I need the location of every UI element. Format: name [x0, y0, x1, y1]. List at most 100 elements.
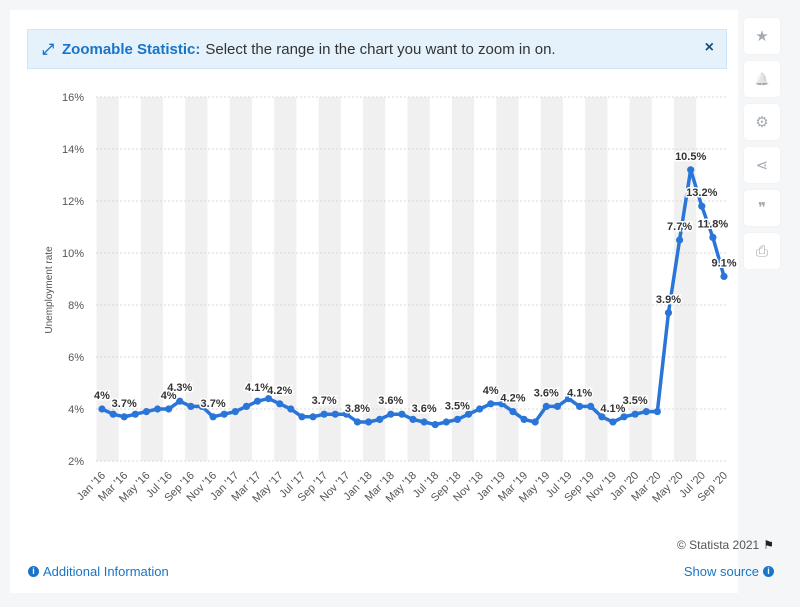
data-point: [420, 418, 428, 426]
y-tick-label: 8%: [68, 300, 84, 312]
show-source-link[interactable]: Show source i: [684, 564, 774, 579]
data-label: 7.7%: [667, 221, 692, 233]
print-button[interactable]: ⎙: [744, 233, 780, 269]
data-point: [320, 410, 328, 418]
data-point: [265, 395, 273, 403]
data-point: [98, 405, 106, 413]
plot-band: [140, 97, 164, 461]
cite-button[interactable]: ❞: [744, 190, 780, 226]
data-label: 9.1%: [711, 257, 736, 269]
y-tick-label: 2%: [68, 456, 84, 468]
data-label: 4.3%: [167, 382, 192, 394]
data-point: [587, 402, 595, 410]
data-label: 3.6%: [412, 403, 437, 415]
action-sidebar: ★ 🔔 ⚙ ⋖ ❞ ⎙: [744, 18, 782, 276]
show-source-label: Show source: [683, 564, 759, 579]
close-banner-button[interactable]: ×: [704, 39, 714, 56]
data-label: 3.5%: [445, 400, 470, 412]
plot-band: [540, 97, 563, 461]
data-point: [198, 402, 206, 410]
data-point: [498, 400, 506, 408]
flag-icon[interactable]: ⚑: [763, 538, 774, 552]
favorite-button[interactable]: ★: [744, 18, 780, 54]
data-point: [576, 402, 584, 410]
data-point: [642, 408, 650, 416]
data-label: 3.9%: [656, 294, 681, 306]
data-point: [520, 415, 528, 423]
data-label: 3.7%: [112, 398, 137, 410]
data-point: [153, 405, 162, 413]
data-point: [720, 272, 728, 280]
data-point: [675, 236, 684, 244]
data-point: [398, 410, 406, 418]
y-tick-label: 10%: [62, 248, 84, 260]
data-point: [709, 233, 717, 241]
plot-band: [585, 97, 608, 461]
data-point: [387, 410, 395, 418]
data-label: 3.5%: [623, 395, 648, 407]
credit-text: © Statista 2021: [677, 538, 760, 552]
plot-band: [96, 97, 119, 461]
bell-icon: 🔔: [754, 72, 770, 86]
plot-band: [363, 97, 386, 461]
data-point: [542, 402, 550, 410]
y-tick-label: 4%: [68, 404, 84, 416]
data-label: 4.1%: [567, 387, 592, 399]
notification-button[interactable]: 🔔: [744, 61, 780, 97]
data-point: [442, 418, 450, 426]
y-axis-ticks: 2% 4% 6% 8% 10% 12% 14% 16%: [62, 92, 84, 468]
data-label: 4%: [483, 385, 499, 397]
data-point: [620, 413, 628, 421]
data-label: 4.1%: [600, 403, 625, 415]
banner-title: Zoomable Statistic:: [62, 40, 201, 58]
data-label: 4%: [94, 390, 110, 402]
plot-band: [629, 97, 652, 461]
y-axis-label: Unemployment rate: [44, 246, 55, 334]
additional-information-link[interactable]: i Additional Information: [28, 564, 169, 579]
expand-icon: ⤢: [42, 40, 55, 58]
data-label: 3.6%: [534, 387, 559, 399]
plot-band: [674, 97, 697, 461]
series-points: [98, 166, 728, 429]
data-label: 4.1%: [245, 382, 270, 394]
data-label: 3.7%: [201, 398, 226, 410]
data-point: [509, 408, 517, 416]
data-label: 4.2%: [500, 393, 525, 405]
data-point: [364, 418, 373, 426]
data-label: 3.8%: [345, 403, 370, 415]
data-point: [353, 418, 362, 426]
plot-band: [407, 97, 430, 461]
data-point: [453, 415, 462, 423]
data-point: [342, 410, 350, 418]
data-point: [553, 402, 561, 410]
plot-band: [274, 97, 297, 461]
data-point: [220, 410, 228, 418]
data-label: 11.8%: [698, 218, 729, 230]
data-point: [309, 413, 317, 421]
data-point: [242, 402, 250, 410]
plot-band: [318, 97, 341, 461]
data-point: [664, 309, 673, 317]
data-point: [298, 413, 306, 421]
data-point: [142, 408, 151, 416]
data-point: [109, 410, 117, 418]
y-tick-label: 14%: [62, 144, 84, 156]
print-icon: ⎙: [755, 242, 768, 260]
settings-button[interactable]: ⚙: [744, 104, 780, 140]
data-point: [476, 405, 484, 413]
data-point: [409, 415, 417, 423]
plot-bands: [96, 97, 697, 461]
data-point: [131, 410, 139, 418]
data-point: [331, 410, 339, 418]
data-point: [187, 402, 195, 410]
data-point: [531, 418, 539, 426]
info-icon: i: [763, 566, 774, 577]
gear-icon: ⚙: [755, 114, 769, 131]
share-button[interactable]: ⋖: [744, 147, 780, 183]
data-label: 4.2%: [267, 385, 292, 397]
data-label: 3.6%: [378, 395, 403, 407]
data-label: 10.5%: [675, 151, 706, 163]
data-label: 3.7%: [312, 395, 337, 407]
